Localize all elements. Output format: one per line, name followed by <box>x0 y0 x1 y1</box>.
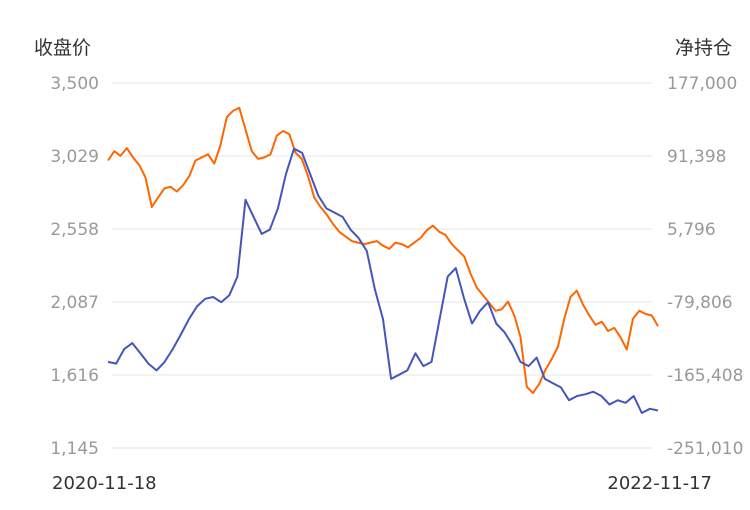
left-tick-label: 3,029 <box>50 147 99 167</box>
right-axis-ticks: 177,000 91,398 5,796 -79,806 -165,408 -251,01… <box>667 74 743 459</box>
right-tick-label: 177,000 <box>667 74 737 94</box>
right-tick-label: 91,398 <box>667 147 726 167</box>
left-axis-ticks: 3,500 3,029 2,558 2,087 1,616 1,145 <box>50 74 99 459</box>
right-tick-label: 5,796 <box>667 220 716 240</box>
left-tick-label: 2,087 <box>50 293 99 313</box>
right-tick-label: -251,010 <box>667 439 743 459</box>
x-axis-start-label: 2020-11-18 <box>52 473 157 494</box>
left-tick-label: 1,616 <box>50 366 99 386</box>
gridlines <box>112 82 652 449</box>
right-tick-label: -79,806 <box>667 293 733 313</box>
left-tick-label: 1,145 <box>50 439 99 459</box>
net-position-series-line <box>107 147 659 414</box>
x-axis-end-label: 2022-11-17 <box>607 473 712 494</box>
left-tick-label: 3,500 <box>50 74 99 94</box>
price-series-line <box>107 106 659 394</box>
left-axis-title: 收盘价 <box>34 37 91 59</box>
right-tick-label: -165,408 <box>667 366 743 386</box>
series-lines <box>107 106 659 414</box>
right-axis-title: 净持仓 <box>675 37 732 59</box>
left-tick-label: 2,558 <box>50 220 99 240</box>
